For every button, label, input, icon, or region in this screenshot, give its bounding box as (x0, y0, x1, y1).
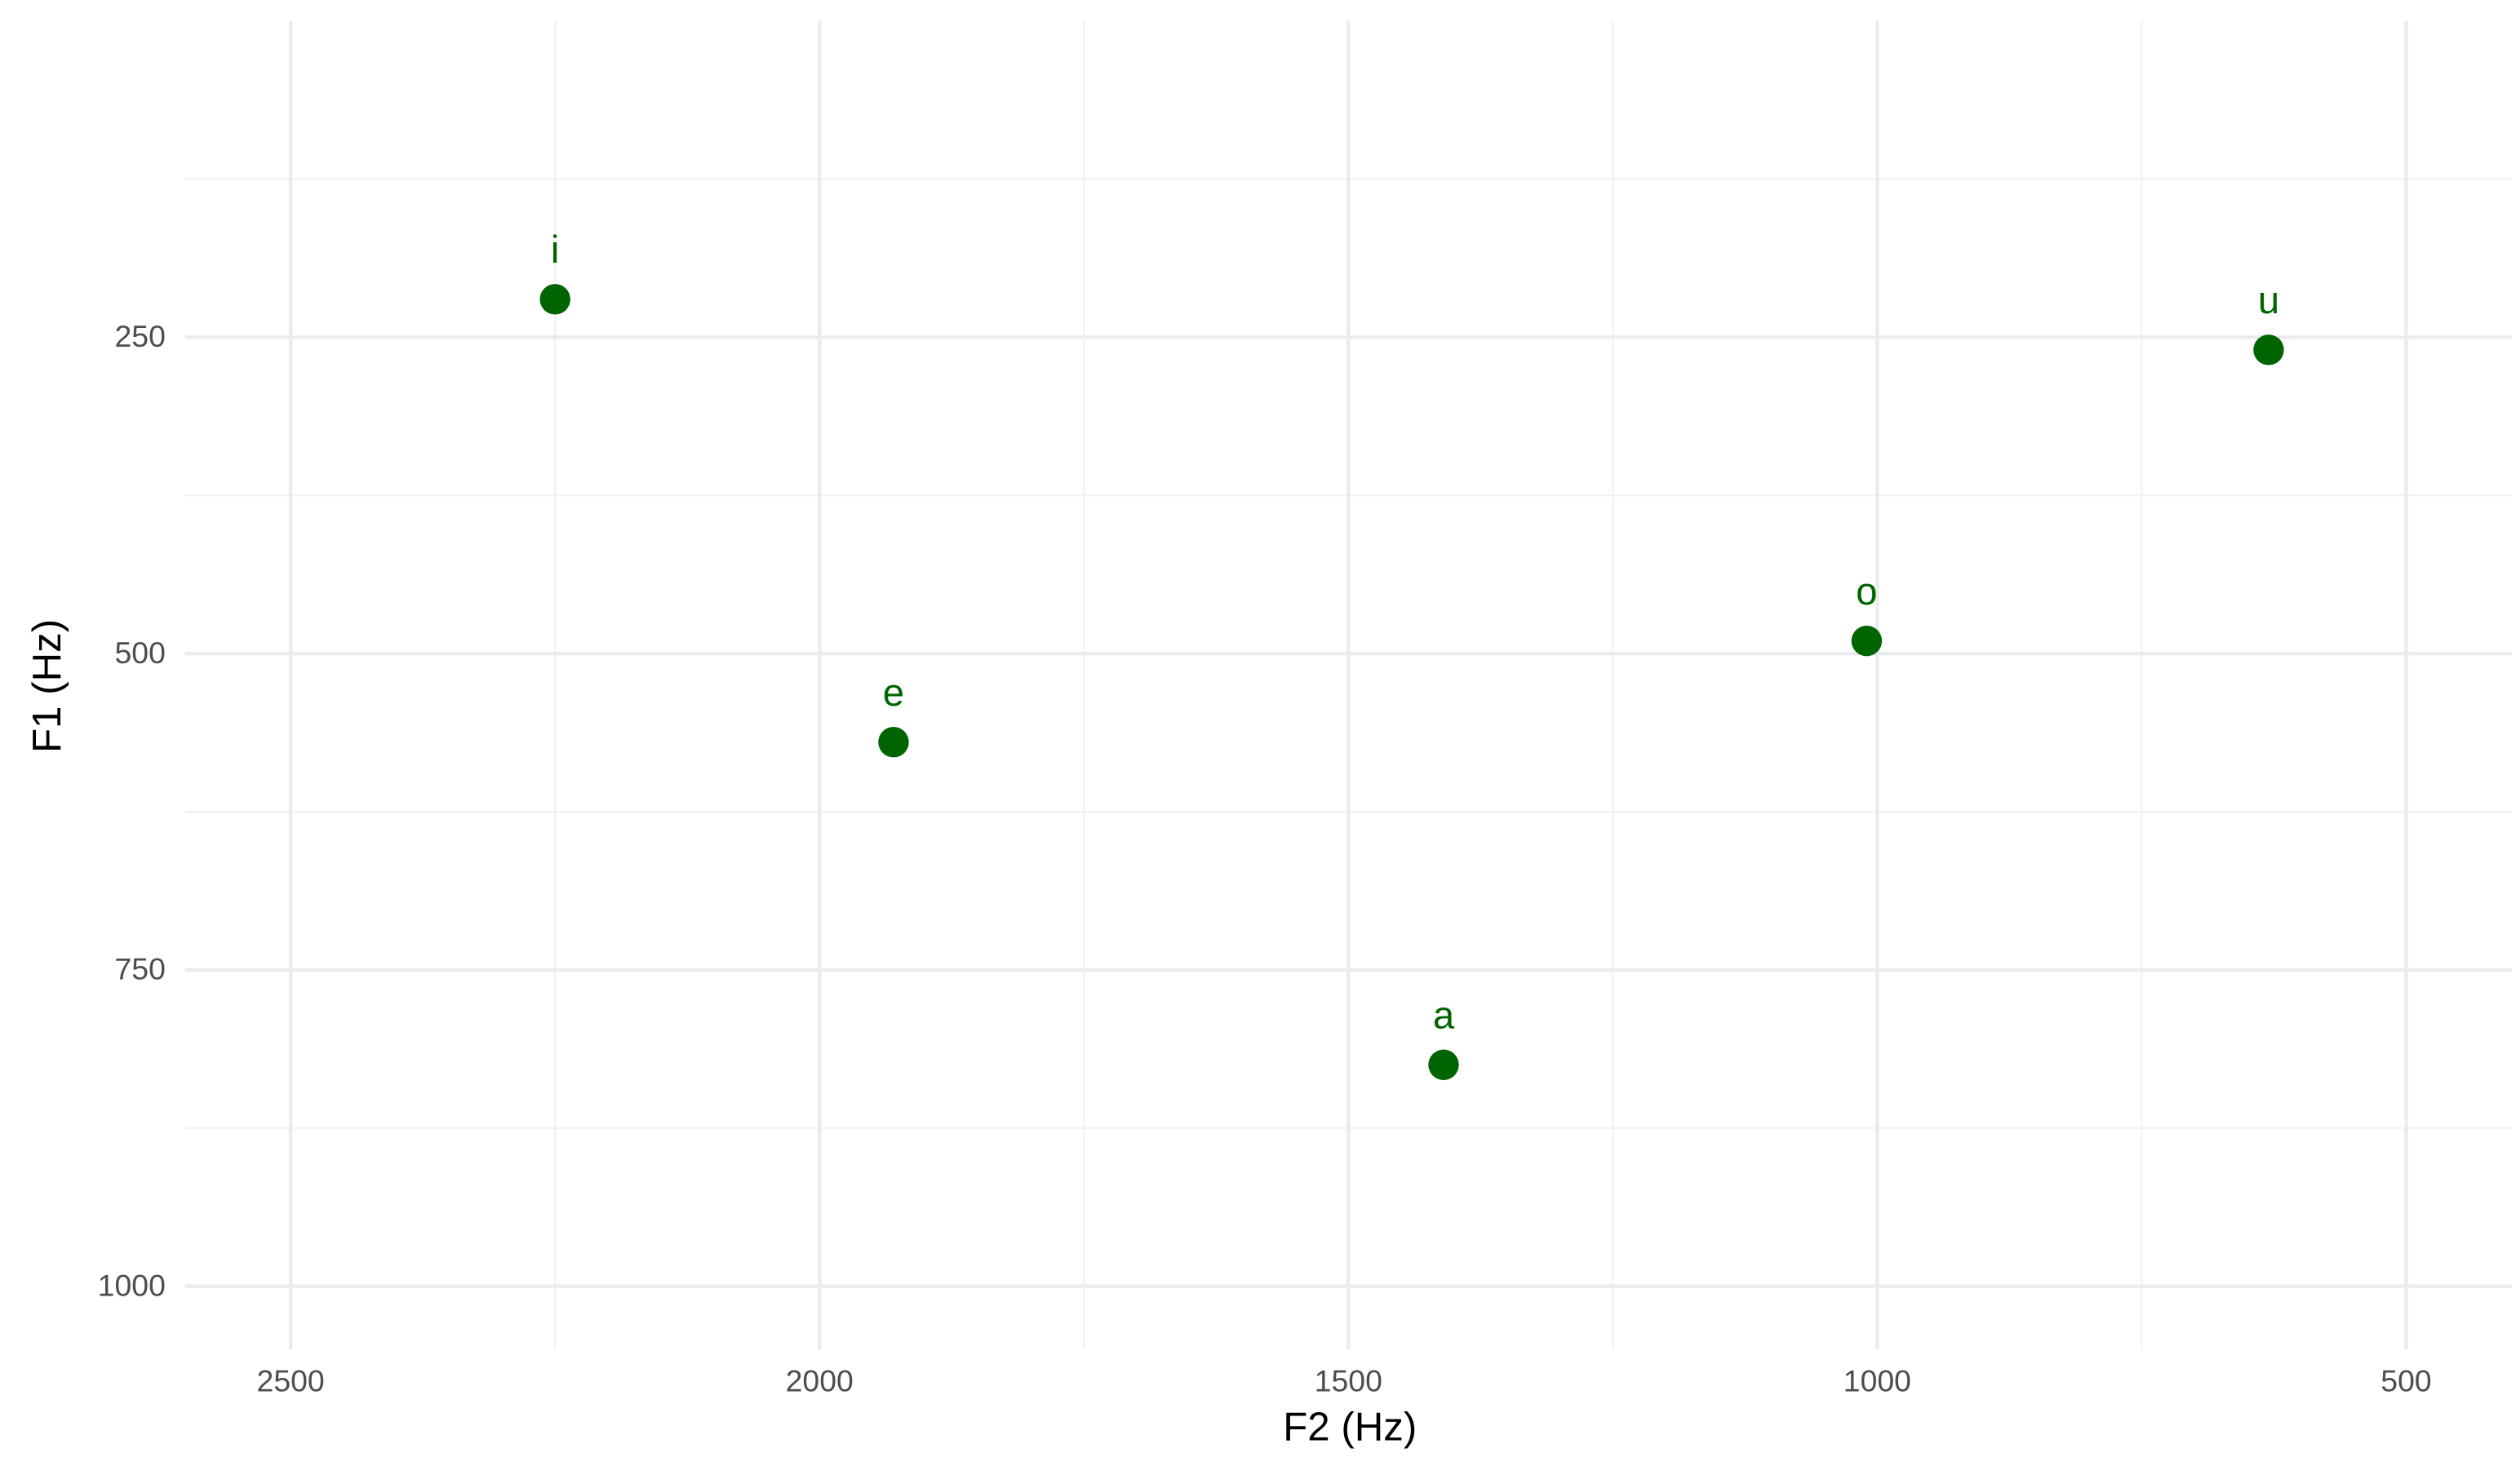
point (539, 284, 570, 315)
point-label: u (2258, 279, 2279, 322)
point-label: o (1856, 570, 1877, 613)
point (1428, 1049, 1459, 1080)
x-tick-label: 1500 (1315, 1363, 1382, 1397)
y-tick-label: 750 (114, 952, 165, 986)
point-label: a (1433, 994, 1455, 1038)
x-tick-label: 2500 (257, 1363, 325, 1397)
y-axis-title: F1 (Hz) (24, 619, 69, 753)
point (1851, 625, 1883, 657)
point-label: i (551, 228, 560, 272)
x-tick-label: 1000 (1843, 1363, 1911, 1397)
point-label: e (883, 671, 904, 715)
y-tick-label: 250 (114, 319, 165, 353)
x-tick-label: 2000 (786, 1363, 854, 1397)
x-axis-title: F2 (Hz) (1283, 1405, 1417, 1450)
y-tick-label: 500 (114, 636, 165, 670)
point (2253, 334, 2284, 365)
x-tick-label: 500 (2380, 1363, 2431, 1397)
y-tick-label: 1000 (98, 1269, 166, 1303)
point (878, 727, 909, 758)
